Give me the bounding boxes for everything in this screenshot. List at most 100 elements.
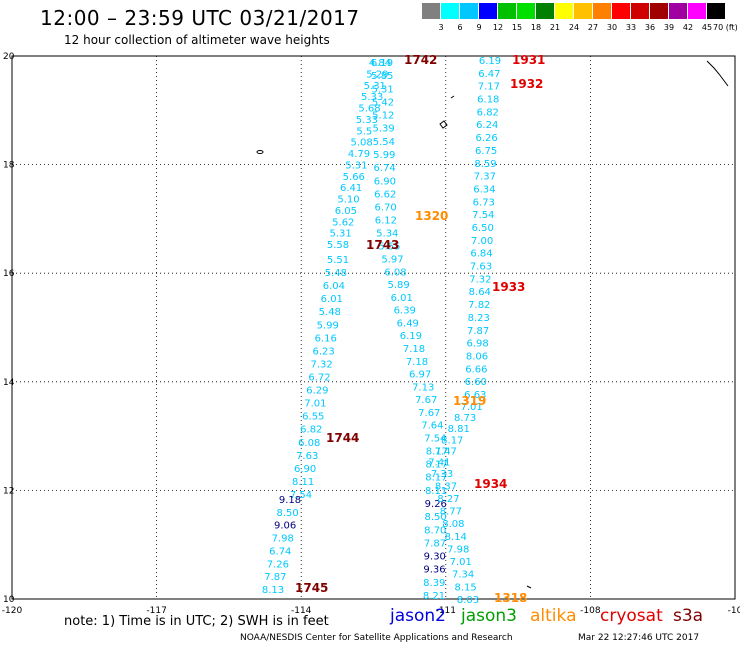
- wave-height-value: 6.73: [473, 197, 495, 208]
- color-scale-swatch: [688, 3, 706, 19]
- wave-height-value: 5.42: [372, 97, 394, 108]
- color-scale-label: 6: [457, 23, 463, 32]
- wave-height-value: 8.59: [474, 159, 496, 170]
- wave-height-value: 7.34: [452, 570, 474, 581]
- wave-height-value: 8.64: [469, 287, 491, 298]
- wave-height-value: 8.21: [423, 591, 445, 602]
- wave-height-value: 6.08: [298, 438, 320, 449]
- wave-height-value: 6.84: [470, 249, 492, 260]
- color-scale-swatch: [707, 3, 725, 19]
- island: [256, 150, 264, 154]
- wave-height-value: 8.03: [457, 595, 479, 606]
- color-scale-label: 45: [701, 23, 713, 32]
- legend-altika: altika: [530, 606, 577, 626]
- color-scale-label: 39: [663, 23, 675, 32]
- wave-height-value: 5.68: [358, 104, 380, 115]
- wave-height-value: 7.18: [406, 357, 428, 368]
- color-scale-label: 9: [476, 23, 482, 32]
- wave-height-value: 7.37: [474, 172, 496, 183]
- wave-height-value: 6.70: [374, 203, 396, 214]
- pass-time-label: 1742: [404, 53, 437, 67]
- wave-height-value: 5.54: [373, 137, 395, 148]
- wave-height-value: 6.19: [371, 58, 393, 69]
- latitude-label: 20: [3, 52, 15, 62]
- wave-height-value: 6.39: [394, 306, 416, 317]
- longitude-label: -114: [291, 606, 312, 616]
- legend-jason2: jason2: [390, 606, 446, 626]
- wave-height-value: 5.29: [366, 69, 388, 80]
- wave-height-value: 5.51: [327, 255, 349, 266]
- wave-height-value: 7.87: [264, 572, 286, 583]
- wave-height-value: 8.15: [454, 582, 476, 593]
- wave-height-value: 9.36: [423, 565, 445, 576]
- page-title: 12:00 – 23:59 UTC 03/21/2017: [40, 6, 360, 30]
- color-scale-swatch: [441, 3, 459, 19]
- wave-height-value: 5.99: [373, 150, 395, 161]
- color-scale-label: 12: [492, 23, 504, 32]
- wave-height-value: 8.73: [454, 413, 476, 424]
- wave-height-value: 6.29: [306, 386, 328, 397]
- wave-height-value: 8.14: [445, 532, 467, 543]
- color-scale-label: 3: [438, 23, 444, 32]
- wave-height-value: 7.41: [428, 458, 450, 469]
- wave-height-value: 7.87: [424, 538, 446, 549]
- wave-height-value: 7.01: [460, 402, 482, 413]
- wave-height-value: 7.33: [431, 469, 453, 480]
- wave-height-value: 6.74: [373, 163, 395, 174]
- coastline: [706, 60, 729, 87]
- pass-time-label: 1931: [512, 53, 545, 67]
- wave-height-value: 7.32: [310, 359, 332, 370]
- latitude-label: 12: [3, 486, 14, 496]
- wave-height-value: 5.33: [356, 115, 378, 126]
- wave-height-value: 7.32: [469, 274, 491, 285]
- longitude-label: -117: [146, 606, 166, 616]
- wave-height-value: 5.12: [372, 111, 394, 122]
- wave-height-value: 7.63: [296, 451, 318, 462]
- color-scale-label: 30: [606, 23, 618, 32]
- wave-height-value: 9.30: [424, 552, 446, 563]
- wave-height-value: 7.47: [435, 447, 457, 458]
- wave-height-value: 8.11: [425, 486, 447, 497]
- color-scale-label: 42: [682, 23, 694, 32]
- color-scale-swatch: [669, 3, 687, 19]
- color-scale-label: 21: [549, 23, 561, 32]
- island: [439, 120, 448, 129]
- wave-height-value: 7.63: [470, 262, 492, 273]
- wave-height-value: 5.62: [332, 217, 354, 228]
- wave-height-value: 5.31: [345, 160, 367, 171]
- color-scale-swatch: [631, 3, 649, 19]
- latitude-label: 10: [3, 595, 15, 605]
- wave-height-value: 6.34: [473, 185, 495, 196]
- color-scale-swatch: [422, 3, 440, 19]
- color-scale-label: 24: [568, 23, 580, 32]
- wave-height-value: 8.17: [425, 460, 447, 471]
- wave-height-value: 5.10: [337, 195, 359, 206]
- wave-height-value: 7.67: [415, 395, 437, 406]
- wave-height-value: 6.26: [475, 133, 497, 144]
- wave-height-value: 5.08: [350, 138, 372, 149]
- wave-height-value: 7.98: [272, 534, 294, 545]
- wave-height-value: 7.01: [450, 557, 472, 568]
- wave-height-value: 5.97: [381, 255, 403, 266]
- wave-height-value: 8.17: [426, 446, 448, 457]
- wave-height-value: 6.66: [465, 364, 487, 375]
- wave-height-value: 7.87: [467, 326, 489, 337]
- color-scale-swatch: [612, 3, 630, 19]
- pass-time-label: 1932: [510, 77, 543, 91]
- latitude-label: 18: [3, 161, 15, 171]
- wave-height-value: 8.17: [441, 435, 463, 446]
- wave-height-value: 7.54: [424, 434, 446, 445]
- wave-height-value: 6.49: [397, 318, 419, 329]
- wave-height-value: 8.77: [440, 507, 462, 518]
- color-scale-swatch: [460, 3, 478, 19]
- wave-height-value: 6.41: [340, 183, 362, 194]
- longitude-label: -108: [580, 606, 601, 616]
- wave-height-value: 8.13: [262, 585, 284, 596]
- wave-height-value: 7.17: [478, 82, 500, 93]
- wave-height-value: 8.50: [276, 508, 298, 519]
- wave-height-value: 5.58: [327, 240, 349, 251]
- generated-timestamp: Mar 22 12:27:46 UTC 2017: [578, 633, 700, 643]
- wave-height-value: 6.75: [475, 146, 497, 157]
- credit-text: NOAA/NESDIS Center for Satellite Applica…: [240, 633, 513, 643]
- wave-height-value: 8.08: [442, 519, 464, 530]
